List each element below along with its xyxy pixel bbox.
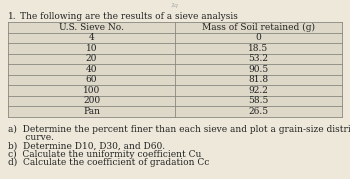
Text: curve.: curve.: [8, 133, 54, 142]
Text: 18.5: 18.5: [248, 44, 269, 53]
Text: 90.5: 90.5: [248, 65, 269, 74]
Text: 10: 10: [86, 44, 97, 53]
Text: Mass of Soil retained (g): Mass of Soil retained (g): [202, 23, 315, 32]
Text: 40: 40: [86, 65, 97, 74]
Text: 53.2: 53.2: [248, 54, 268, 63]
Text: 20: 20: [86, 54, 97, 63]
Text: 60: 60: [86, 75, 97, 84]
Text: b)  Determine D10, D30, and D60.: b) Determine D10, D30, and D60.: [8, 141, 165, 150]
Text: 0: 0: [256, 33, 261, 42]
Text: 81.8: 81.8: [248, 75, 268, 84]
Text: 92.2: 92.2: [248, 86, 268, 95]
Text: Pan: Pan: [83, 107, 100, 116]
Bar: [8, 22, 342, 117]
Text: 1q: 1q: [171, 3, 179, 8]
Text: 200: 200: [83, 96, 100, 105]
Text: 4: 4: [89, 33, 94, 42]
Text: 1.: 1.: [8, 12, 17, 21]
Text: d)  Calculate the coefficient of gradation Cc: d) Calculate the coefficient of gradatio…: [8, 158, 209, 167]
Text: a)  Determine the percent finer than each sieve and plot a grain-size distributi: a) Determine the percent finer than each…: [8, 125, 350, 134]
Text: c)  Calculate the uniformity coefficient Cu: c) Calculate the uniformity coefficient …: [8, 150, 201, 159]
Text: 100: 100: [83, 86, 100, 95]
Text: U.S. Sieve No.: U.S. Sieve No.: [59, 23, 124, 32]
Text: 26.5: 26.5: [248, 107, 268, 116]
Text: The following are the results of a sieve analysis: The following are the results of a sieve…: [20, 12, 238, 21]
Text: 58.5: 58.5: [248, 96, 269, 105]
